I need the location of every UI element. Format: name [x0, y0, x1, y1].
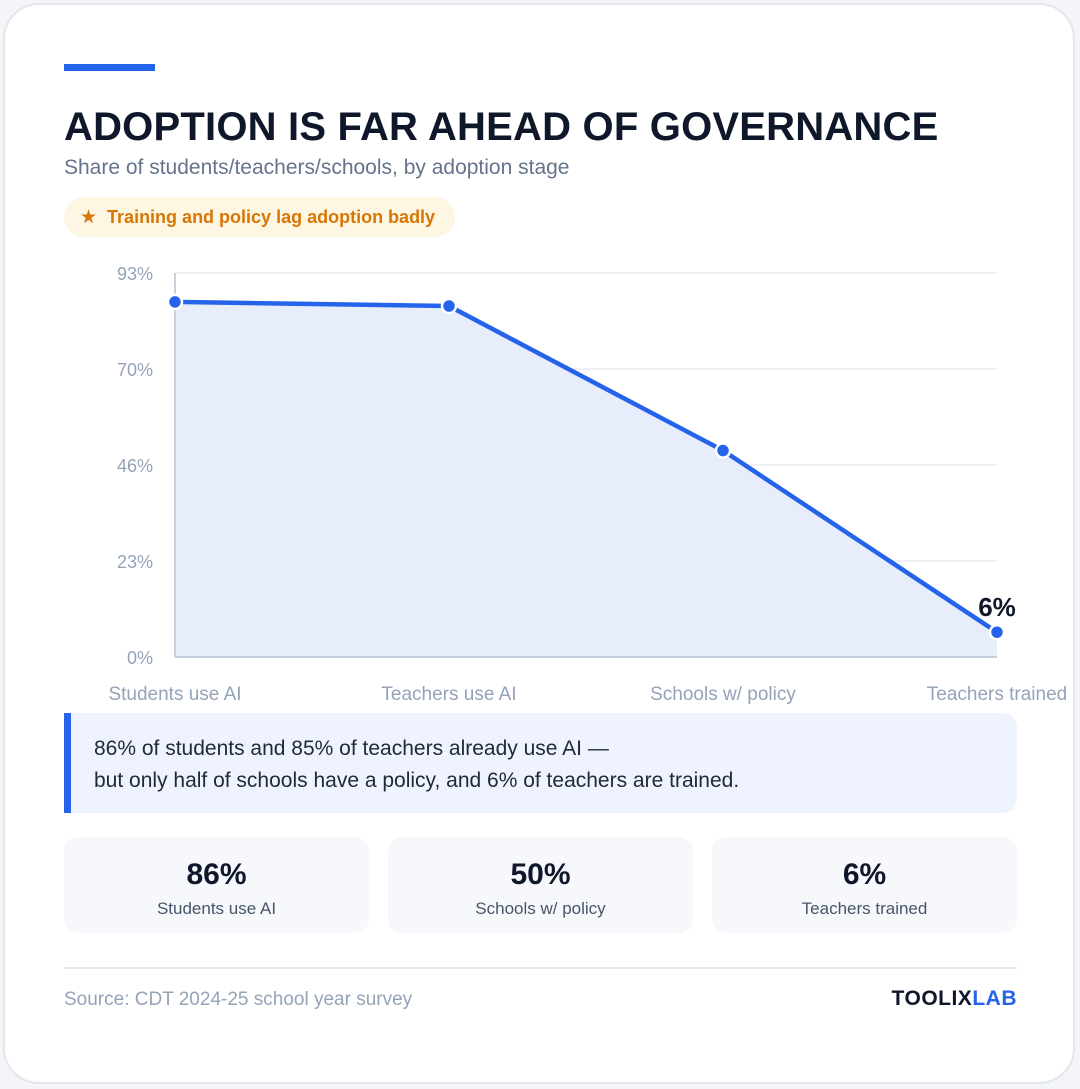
brand-logo-part2: LAB	[972, 987, 1017, 1010]
x-tick-label: Students use AI	[108, 684, 241, 705]
stat-value: 86%	[186, 858, 247, 891]
data-points	[166, 293, 1006, 641]
stat-label: Students use AI	[156, 899, 277, 918]
data-point	[714, 442, 732, 459]
x-tick-labels: Students use AI Teachers use AI Schools w/…	[108, 684, 1067, 705]
brand-logo: TOOLIXLAB	[892, 987, 1017, 1011]
stat-card-teachers-trained: 6% Teachers trained	[712, 837, 1017, 933]
key-takeaway-callout: 86% of students and 85% of teachers alre…	[64, 713, 1017, 813]
y-tick-label: 46%	[117, 456, 153, 476]
insight-badge: ★ Training and policy lag adoption badly	[64, 197, 456, 237]
callout-line-2: but only half of schools have a policy, …	[94, 769, 740, 792]
y-tick-label: 23%	[117, 552, 153, 572]
series-line	[172, 299, 1000, 635]
x-tick-label: Teachers use AI	[381, 684, 516, 705]
area-fill	[175, 301, 997, 657]
source-note: Source: CDT 2024-25 school year survey	[64, 989, 413, 1010]
stat-label: Schools w/ policy	[475, 899, 606, 918]
data-point	[440, 297, 458, 315]
stat-value: 6%	[842, 858, 887, 891]
star-icon: ★	[80, 206, 98, 228]
chart-title: ADOPTION IS FAR AHEAD OF GOVERNANCE	[64, 105, 939, 149]
stat-card-schools: 50% Schools w/ policy	[388, 837, 693, 933]
brand-logo-part1: TOOLIX	[891, 987, 973, 1010]
stat-label: Teachers trained	[801, 899, 928, 918]
stat-value: 50%	[510, 858, 571, 891]
data-point	[988, 623, 1006, 641]
chart-subtitle: Share of students/teachers/schools, by a…	[64, 156, 570, 179]
accent-bar	[64, 64, 155, 71]
footer-divider	[64, 967, 1017, 969]
stat-card-students: 86% Students use AI	[64, 837, 369, 933]
callout-line-1: 86% of students and 85% of teachers alre…	[94, 737, 609, 760]
area-chart: 0% 23% 46% 70% 93% Students use AI Teachers u…	[108, 264, 1067, 705]
y-tick-label: 0%	[127, 648, 153, 668]
y-tick-label: 93%	[117, 264, 153, 284]
data-point	[166, 293, 184, 311]
insight-badge-text: Training and policy lag adoption badly	[107, 206, 436, 227]
y-tick-labels: 0% 23% 46% 70% 93%	[117, 264, 153, 668]
x-tick-label: Schools w/ policy	[650, 684, 796, 705]
data-label: 6%	[978, 592, 1016, 622]
x-tick-label: Teachers trained	[927, 684, 1067, 705]
y-tick-label: 70%	[117, 360, 153, 380]
